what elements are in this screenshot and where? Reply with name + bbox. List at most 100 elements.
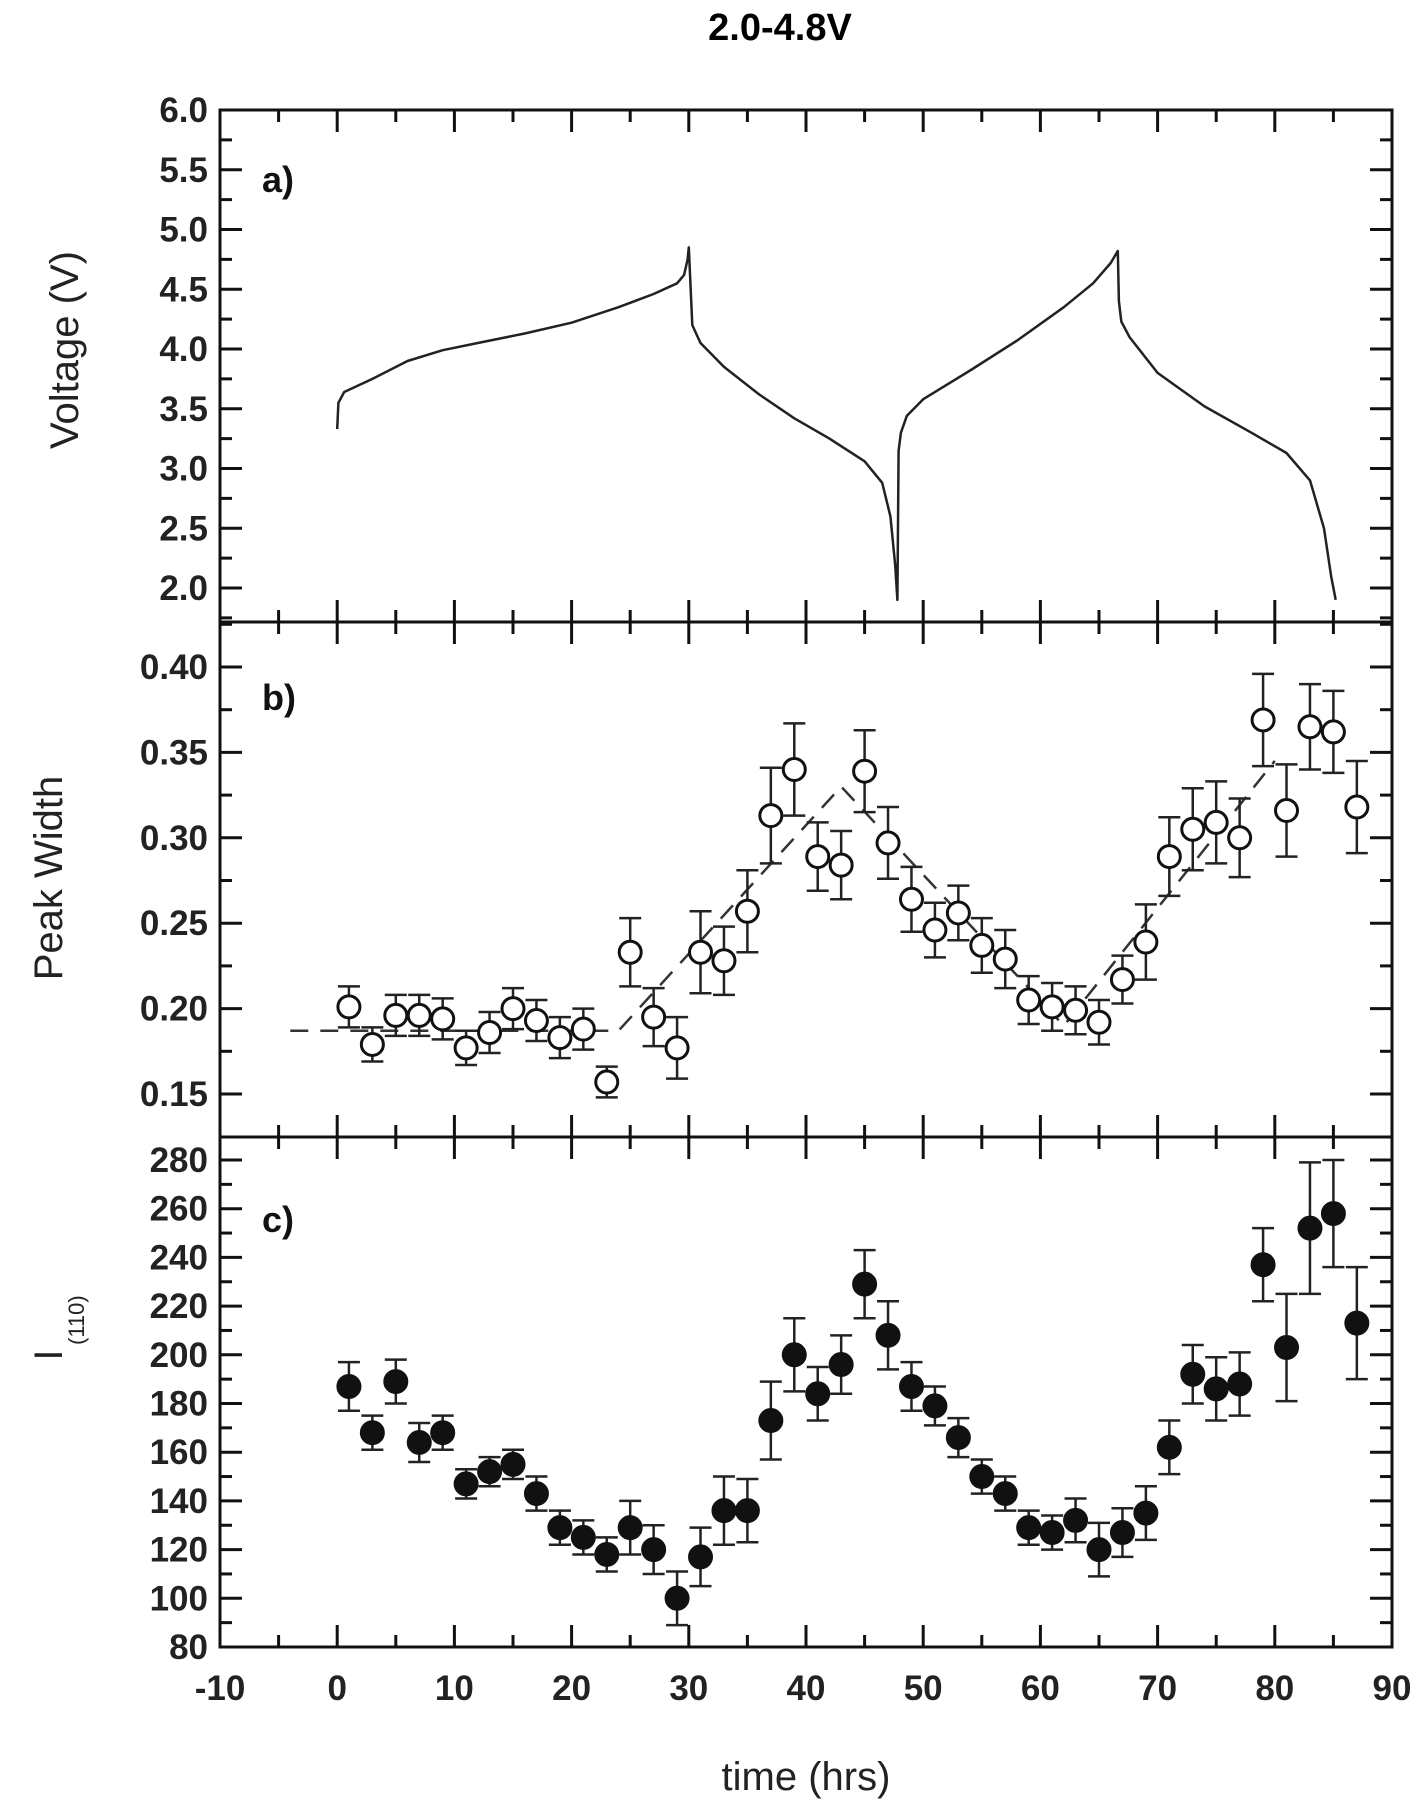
open-data-point	[1297, 714, 1323, 740]
y-tick-label: 0.30	[140, 819, 208, 858]
plot-frame	[218, 108, 1394, 1649]
filled-data-point	[664, 1585, 690, 1611]
filled-data-point	[852, 1271, 878, 1297]
panel-c-label: c)	[262, 1199, 294, 1240]
filled-data-point	[898, 1373, 924, 1399]
filled-data-point	[547, 1515, 573, 1541]
open-data-point	[547, 1025, 573, 1051]
filled-data-point	[828, 1352, 854, 1378]
filled-data-point	[1320, 1201, 1346, 1227]
y-tick-label: 5.5	[159, 151, 208, 190]
filled-data-point	[805, 1381, 831, 1407]
open-data-point	[570, 1016, 596, 1042]
filled-data-point	[594, 1541, 620, 1567]
y-tick-label: 3.5	[159, 390, 208, 429]
open-data-point	[781, 756, 807, 782]
open-data-point	[430, 1006, 456, 1032]
panel-a-ylabel: Voltage (V)	[43, 251, 87, 449]
y-tick-label: 80	[169, 1628, 208, 1667]
open-data-point	[477, 1020, 503, 1046]
open-data-point	[336, 994, 362, 1020]
panel-c-ylabel: I (110)	[27, 1295, 89, 1360]
open-data-point	[1133, 929, 1159, 955]
filled-data-point	[758, 1408, 784, 1434]
x-tick-label: -10	[195, 1669, 246, 1708]
y-tick-label: 260	[150, 1190, 208, 1229]
open-data-point	[734, 898, 760, 924]
y-tick-label: 100	[150, 1579, 208, 1618]
x-tick-label: 80	[1255, 1669, 1294, 1708]
panel-c-ylabel-sub: (110)	[64, 1295, 89, 1345]
filled-data-point	[992, 1481, 1018, 1507]
x-tick-label: 50	[904, 1669, 943, 1708]
y-tick-label: 0.40	[140, 648, 208, 687]
filled-data-point	[1133, 1500, 1159, 1526]
y-tick-label: 4.5	[159, 270, 208, 309]
filled-data-point	[781, 1342, 807, 1368]
filled-data-point	[711, 1498, 737, 1524]
x-tick-label: 10	[435, 1669, 474, 1708]
open-data-point	[688, 939, 714, 965]
filled-data-point	[570, 1524, 596, 1550]
figure-title: 2.0-4.8V	[708, 7, 852, 49]
open-data-point	[758, 803, 784, 829]
open-data-point	[453, 1035, 479, 1061]
open-data-point	[969, 932, 995, 958]
open-data-point	[898, 886, 924, 912]
x-tick-label: 90	[1373, 1669, 1412, 1708]
open-data-point	[1203, 809, 1229, 835]
y-tick-label: 2.0	[159, 569, 208, 608]
open-data-point	[1320, 719, 1346, 745]
y-tick-label: 160	[150, 1433, 208, 1472]
y-tick-label: 3.0	[159, 450, 208, 489]
panel-c-ylabel-main: I	[27, 1349, 71, 1360]
y-tick-label: 4.0	[159, 330, 208, 369]
open-data-point	[500, 996, 526, 1022]
open-data-point	[1227, 825, 1253, 851]
y-tick-label: 220	[150, 1287, 208, 1326]
x-axis-ticks: -10 0 10 20 30 40 50 60 70 80 90	[195, 1669, 1412, 1708]
y-tick-label: 0.25	[140, 904, 208, 943]
panel-b-label: b)	[262, 677, 296, 718]
x-tick-label: 40	[787, 1669, 826, 1708]
filled-data-point	[1227, 1371, 1253, 1397]
filled-data-point	[453, 1471, 479, 1497]
open-data-point	[1063, 997, 1089, 1023]
filled-data-point	[336, 1373, 362, 1399]
open-data-point	[992, 946, 1018, 972]
y-tick-label: 5.0	[159, 211, 208, 250]
open-data-point	[711, 948, 737, 974]
filled-data-point	[1344, 1310, 1370, 1336]
filled-data-point	[430, 1420, 456, 1446]
open-data-point	[1016, 987, 1042, 1013]
open-data-point	[852, 758, 878, 784]
open-data-point	[383, 1002, 409, 1028]
open-data-point	[1274, 797, 1300, 823]
y-tick-label: 6.0	[159, 91, 208, 130]
open-data-point	[617, 939, 643, 965]
open-data-point	[641, 1004, 667, 1030]
filled-data-point	[1086, 1537, 1112, 1563]
y-tick-label: 280	[150, 1141, 208, 1180]
x-tick-label: 20	[552, 1669, 591, 1708]
y-tick-label: 0.15	[140, 1075, 208, 1114]
open-data-point	[828, 852, 854, 878]
intensity-panel: 80 100 120 140 160 180 200 220 240 260 280	[150, 1137, 1394, 1667]
y-tick-label: 240	[150, 1238, 208, 1277]
open-data-point	[875, 830, 901, 856]
y-tick-label: 2.5	[159, 509, 208, 548]
open-data-point	[1156, 844, 1182, 870]
filled-data-point	[523, 1481, 549, 1507]
open-data-point	[1086, 1009, 1112, 1035]
open-data-point	[1039, 994, 1065, 1020]
open-data-point	[594, 1069, 620, 1095]
voltage-panel: 2.0 2.5 3.0 3.5 4.0 4.5 5.0 5.5 6.0	[159, 91, 1394, 622]
filled-data-point	[383, 1369, 409, 1395]
filled-data-point	[641, 1537, 667, 1563]
y-tick-label: 0.20	[140, 990, 208, 1029]
filled-data-point	[1039, 1520, 1065, 1546]
filled-data-point	[500, 1451, 526, 1477]
x-tick-label: 30	[669, 1669, 708, 1708]
open-data-point	[523, 1008, 549, 1034]
trend-line	[290, 760, 1276, 1033]
